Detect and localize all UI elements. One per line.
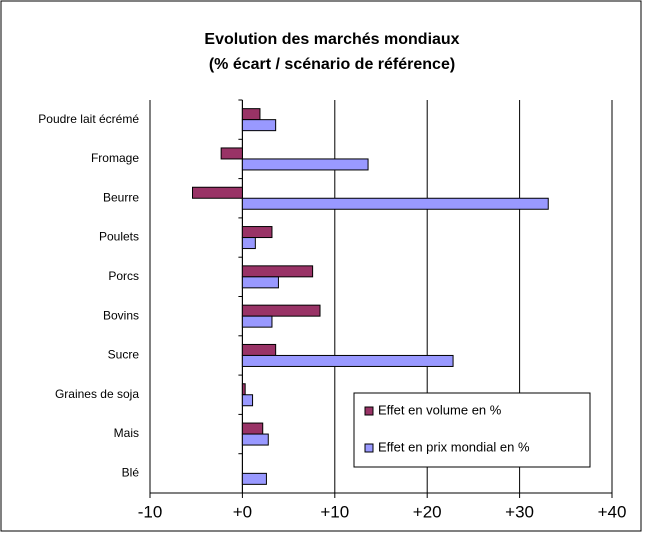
y-tick-label: Graines de soja	[55, 387, 139, 401]
legend-label: Effet en volume en %	[378, 402, 502, 417]
bar	[241, 315, 273, 328]
bar	[241, 158, 369, 171]
bar	[241, 119, 277, 132]
y-tick-label: Mais	[114, 426, 139, 440]
x-tick-label: -10	[138, 502, 163, 521]
legend-box	[353, 392, 591, 468]
bar	[241, 383, 246, 396]
x-tick-label: +40	[598, 502, 627, 521]
chart-title: Evolution des marchés mondiaux	[204, 31, 459, 48]
bar	[241, 422, 264, 435]
y-tick-label: Fromage	[91, 151, 139, 165]
y-tick-label: Porcs	[108, 269, 139, 283]
x-tick-label: +10	[320, 502, 349, 521]
bar	[241, 108, 261, 121]
bar	[241, 304, 321, 317]
legend-swatch	[364, 443, 374, 453]
bar	[241, 472, 267, 485]
y-tick-label: Bovins	[103, 308, 139, 322]
x-tick-label: +20	[413, 502, 442, 521]
x-tick-label: +30	[505, 502, 534, 521]
x-tick-label: +0	[233, 502, 252, 521]
bar	[241, 354, 454, 367]
chart-subtitle: (% écart / scénario de référence)	[209, 56, 455, 73]
bar	[241, 265, 314, 278]
bar	[241, 394, 254, 407]
legend-swatch	[364, 406, 374, 416]
bar	[220, 147, 243, 160]
bar	[241, 237, 256, 250]
y-tick-label: Blé	[122, 466, 140, 480]
y-tick-label: Beurre	[103, 190, 139, 204]
bar	[241, 197, 549, 210]
legend-label: Effet en prix mondial en %	[378, 439, 530, 454]
bar	[241, 343, 277, 356]
y-tick-label: Sucre	[108, 348, 140, 362]
bar	[241, 433, 269, 446]
bar	[241, 276, 279, 289]
y-tick-label: Poudre lait écrémé	[38, 112, 139, 126]
y-tick-label: Poulets	[99, 230, 139, 244]
bar	[192, 186, 243, 199]
bar	[241, 226, 273, 239]
